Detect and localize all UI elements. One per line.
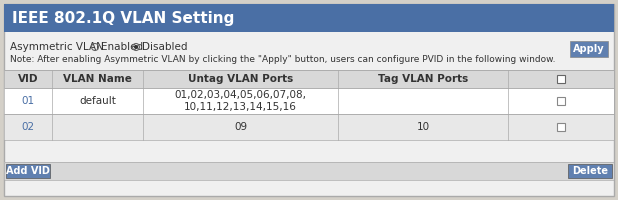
Bar — [4, 162, 614, 180]
Text: Apply: Apply — [573, 44, 605, 54]
Bar — [4, 4, 614, 32]
Text: Disabled: Disabled — [142, 42, 187, 52]
Bar — [557, 123, 565, 131]
Bar — [4, 88, 614, 114]
Bar — [557, 97, 565, 105]
Text: IEEE 802.1Q VLAN Setting: IEEE 802.1Q VLAN Setting — [12, 10, 234, 25]
Bar — [4, 162, 614, 180]
Text: VID: VID — [18, 74, 38, 84]
Text: Note: After enabling Asymmetric VLAN by clicking the "Apply" button, users can c: Note: After enabling Asymmetric VLAN by … — [10, 55, 556, 64]
Text: Enabled: Enabled — [101, 42, 143, 52]
Circle shape — [134, 45, 138, 49]
Bar — [568, 164, 612, 178]
Text: 10: 10 — [417, 122, 430, 132]
Text: Tag VLAN Ports: Tag VLAN Ports — [378, 74, 468, 84]
Bar — [570, 41, 608, 57]
Text: Delete: Delete — [572, 166, 608, 176]
Text: 01: 01 — [22, 96, 35, 106]
Bar — [4, 70, 614, 88]
Text: Untag VLAN Ports: Untag VLAN Ports — [188, 74, 293, 84]
Text: 09: 09 — [234, 122, 247, 132]
Text: default: default — [79, 96, 116, 106]
Bar — [4, 70, 614, 88]
Bar — [557, 75, 565, 83]
Text: VLAN Name: VLAN Name — [63, 74, 132, 84]
Text: Add VID: Add VID — [6, 166, 50, 176]
Bar — [4, 114, 614, 140]
Bar — [4, 88, 614, 114]
Text: 02: 02 — [22, 122, 35, 132]
Bar — [6, 164, 50, 178]
Text: Asymmetric VLAN: Asymmetric VLAN — [10, 42, 104, 52]
Text: 01,02,03,04,05,06,07,08,
10,11,12,13,14,15,16: 01,02,03,04,05,06,07,08, 10,11,12,13,14,… — [174, 90, 307, 112]
Bar — [4, 114, 614, 140]
